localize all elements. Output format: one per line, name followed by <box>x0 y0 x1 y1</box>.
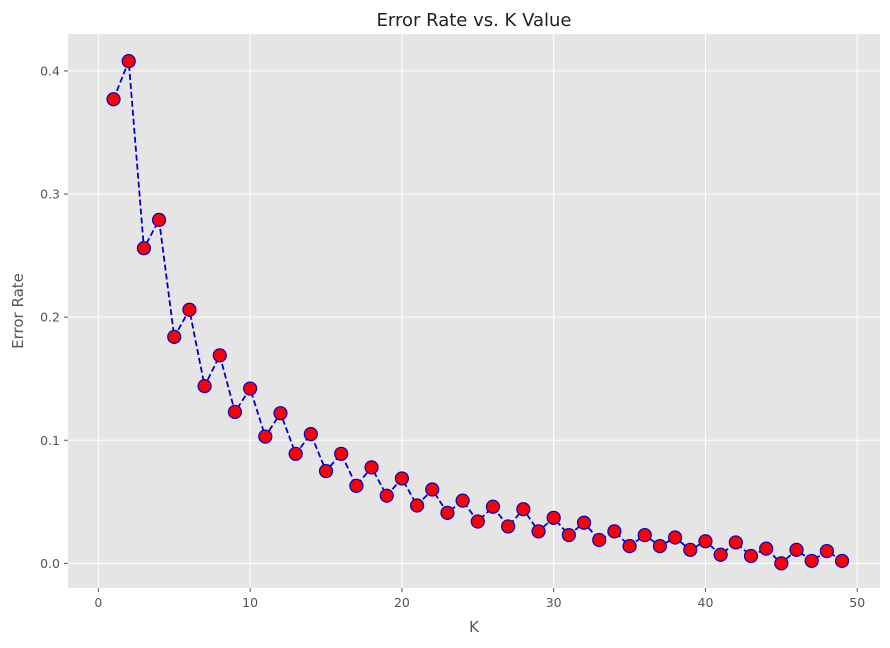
y-tick-label: 0.4 <box>40 63 60 78</box>
data-point <box>622 539 637 554</box>
data-point <box>470 514 485 529</box>
data-point <box>409 498 425 513</box>
x-axis-label: K <box>469 618 480 636</box>
data-point <box>789 542 804 557</box>
data-point <box>318 463 334 479</box>
y-tick-label: 0.1 <box>40 433 60 448</box>
data-point <box>834 553 850 569</box>
data-point <box>303 427 318 442</box>
chart-title: Error Rate vs. K Value <box>376 10 571 31</box>
data-point <box>167 329 182 344</box>
data-point <box>713 547 728 562</box>
data-point <box>819 543 834 559</box>
data-point <box>546 510 561 525</box>
data-point <box>197 378 212 394</box>
data-point <box>683 542 698 557</box>
data-point <box>106 92 121 107</box>
data-point <box>774 556 789 571</box>
data-point <box>607 524 622 539</box>
y-axis-label: Error Rate <box>9 273 27 349</box>
data-point <box>273 406 288 421</box>
data-point <box>804 553 819 569</box>
series-layer <box>106 53 850 571</box>
y-tick-label: 0.3 <box>40 187 60 202</box>
data-point <box>531 524 546 539</box>
data-point <box>425 482 440 497</box>
x-tick-label: 30 <box>546 595 562 610</box>
data-point <box>334 446 349 461</box>
data-point <box>576 515 592 530</box>
y-tick-label: 0.0 <box>40 556 60 571</box>
x-tick-label: 40 <box>698 595 714 610</box>
data-point <box>136 241 151 256</box>
x-tick-label: 50 <box>849 595 865 610</box>
x-tick-label: 10 <box>242 595 258 610</box>
x-tick-label: 20 <box>394 595 410 610</box>
data-point <box>227 404 243 420</box>
data-point <box>182 302 197 317</box>
data-point <box>501 519 516 534</box>
data-point <box>440 505 455 521</box>
data-point <box>743 548 759 564</box>
data-point <box>592 532 607 548</box>
data-point <box>349 478 364 493</box>
data-point <box>485 499 501 514</box>
data-point <box>151 212 167 227</box>
data-point <box>394 471 410 486</box>
data-point <box>652 539 668 554</box>
data-point <box>516 502 531 517</box>
data-point <box>243 381 258 396</box>
data-point <box>258 429 273 444</box>
data-point <box>698 534 713 549</box>
data-point <box>364 460 379 475</box>
data-point <box>212 348 227 363</box>
data-point <box>728 535 743 550</box>
x-tick-label: 0 <box>94 595 102 610</box>
tick-labels: 0 10 20 30 40 50 0.0 0.1 0.2 0.3 0.4 <box>40 63 865 610</box>
data-point <box>121 53 136 69</box>
plot-area <box>68 34 880 588</box>
y-tick-label: 0.2 <box>40 310 60 325</box>
data-point <box>759 541 774 556</box>
data-point <box>455 493 470 508</box>
grid <box>68 34 880 588</box>
data-point <box>668 530 683 545</box>
data-point <box>288 446 303 461</box>
data-point <box>637 527 652 543</box>
data-point <box>379 488 394 503</box>
data-point <box>561 527 576 543</box>
